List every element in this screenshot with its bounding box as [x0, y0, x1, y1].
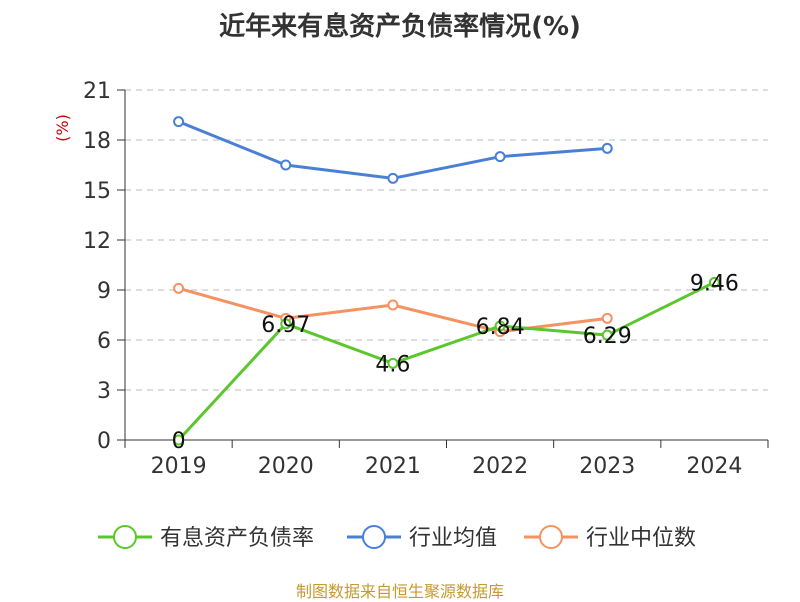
data-point	[280, 159, 292, 171]
x-tick-label: 2023	[579, 454, 635, 479]
data-label: 0	[172, 429, 186, 454]
data-point	[494, 320, 506, 332]
legend-marker	[539, 525, 563, 549]
data-label: 6.97	[261, 313, 310, 338]
y-tick-label: 3	[97, 379, 111, 404]
data-label: 6.29	[583, 324, 632, 349]
y-tick-label: 6	[97, 329, 111, 354]
legend: 有息资产负债率 行业均值 行业中位数	[98, 525, 696, 551]
legend-label: 行业中位数	[586, 526, 696, 551]
grid-lines	[125, 89, 768, 391]
legend-label: 有息资产负债率	[160, 526, 314, 551]
y-tick-label: 0	[97, 429, 111, 454]
data-point	[173, 282, 185, 294]
x-tick-label: 2019	[151, 454, 207, 479]
y-tick-label: 15	[83, 179, 111, 204]
y-tick-label: 12	[83, 229, 111, 254]
axes: 0 3 6 9 12 15 18 21 2019 2020 2021 2022 2023 2024	[83, 79, 769, 479]
data-point	[387, 172, 399, 184]
chart-title: 近年来有息资产负债率情况(%)	[219, 12, 581, 42]
y-tick-label: 21	[83, 79, 111, 104]
data-point	[601, 142, 613, 154]
data-point	[280, 318, 292, 330]
y-tick-label: 18	[83, 129, 111, 154]
legend-marker	[362, 525, 386, 549]
y-axis-unit-label: (%)	[53, 114, 72, 142]
source-note: 制图数据来自恒生聚源数据库	[295, 582, 504, 601]
data-point	[173, 116, 185, 128]
x-tick-label: 2020	[258, 454, 314, 479]
x-tick-label: 2021	[365, 454, 421, 479]
x-tick-label: 2024	[686, 454, 742, 479]
data-point	[387, 357, 399, 369]
data-point	[708, 276, 720, 288]
data-label: 4.6	[375, 352, 410, 377]
series-line	[178, 120, 608, 180]
legend-marker	[113, 525, 137, 549]
y-tick-label: 9	[97, 279, 111, 304]
data-point	[601, 329, 613, 341]
series-line	[177, 280, 716, 442]
data-labels: 0 6.97 4.6 6.84 6.29 9.46	[172, 271, 739, 454]
data-point	[387, 299, 399, 311]
data-label: 6.84	[476, 315, 525, 340]
legend-label: 行业均值	[409, 526, 497, 551]
data-point	[494, 151, 506, 163]
data-point	[601, 312, 613, 324]
series-lines	[173, 116, 720, 446]
data-label: 9.46	[690, 271, 739, 296]
x-tick-label: 2022	[472, 454, 528, 479]
data-point	[173, 434, 185, 446]
